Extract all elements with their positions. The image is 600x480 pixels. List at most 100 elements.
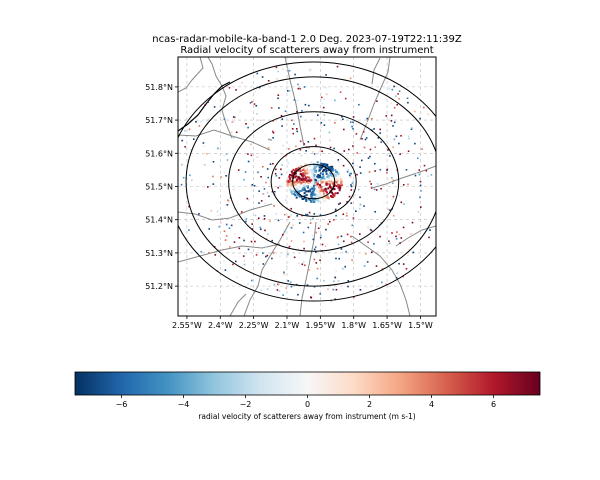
velocity-point (288, 185, 291, 187)
velocity-point (319, 214, 322, 216)
velocity-point (367, 157, 370, 159)
velocity-point (312, 217, 314, 220)
velocity-point (330, 299, 333, 302)
velocity-point (313, 181, 316, 184)
velocity-point (395, 277, 398, 279)
velocity-point (308, 198, 311, 201)
velocity-point (200, 120, 202, 123)
chart-title-line-2: Radial velocity of scatterers away from … (180, 45, 433, 56)
velocity-point (299, 140, 302, 143)
velocity-point (388, 242, 391, 245)
velocity-point (320, 234, 322, 236)
velocity-point (373, 188, 376, 191)
velocity-point (308, 182, 311, 184)
velocity-point (288, 148, 290, 150)
velocity-point (261, 76, 264, 78)
velocity-point (366, 261, 369, 263)
velocity-point (363, 172, 365, 175)
velocity-point (264, 134, 266, 136)
velocity-point (284, 213, 286, 216)
velocity-point (311, 197, 314, 200)
velocity-point (305, 150, 307, 152)
velocity-point (289, 188, 291, 191)
velocity-point (223, 230, 226, 233)
velocity-point (198, 213, 200, 215)
velocity-point (307, 179, 310, 182)
velocity-point (294, 182, 297, 185)
velocity-point (412, 251, 415, 254)
velocity-point (287, 162, 289, 165)
velocity-point (375, 265, 378, 267)
velocity-point (356, 173, 358, 176)
velocity-point (319, 162, 322, 165)
velocity-point (348, 148, 350, 151)
velocity-point (309, 218, 312, 221)
velocity-point (359, 172, 362, 174)
velocity-point (386, 168, 389, 171)
velocity-point (348, 195, 351, 198)
velocity-point (278, 290, 281, 292)
velocity-point (230, 224, 233, 227)
velocity-point (225, 235, 228, 237)
velocity-point (324, 166, 327, 169)
velocity-point (402, 275, 404, 278)
velocity-point (404, 266, 406, 269)
velocity-point (310, 195, 313, 198)
x-tick-label: 1.5°W (408, 321, 433, 330)
velocity-point (388, 88, 391, 90)
velocity-point (247, 283, 249, 285)
velocity-point (291, 193, 294, 195)
velocity-point (414, 142, 416, 145)
velocity-point (364, 138, 367, 141)
velocity-point (182, 176, 185, 179)
velocity-point (331, 181, 334, 184)
velocity-point (320, 189, 323, 192)
velocity-point (326, 180, 328, 183)
velocity-point (318, 186, 320, 189)
velocity-point (380, 141, 382, 143)
velocity-point (274, 81, 276, 84)
colorbar-tick-label: 4 (429, 400, 434, 409)
velocity-point (282, 68, 284, 71)
velocity-point (317, 164, 320, 167)
velocity-point (315, 190, 318, 193)
velocity-point (408, 135, 410, 138)
velocity-point (269, 163, 272, 165)
radar-map-panel: 2.55°W 2.4°W 2.25°W 2.1°W 1.95°W 1.8°W 1.65°W 1… (145, 56, 437, 330)
velocity-point (419, 184, 422, 187)
velocity-point (311, 187, 314, 190)
velocity-point (308, 104, 310, 107)
velocity-point (320, 186, 323, 189)
velocity-point (272, 130, 274, 133)
velocity-point (298, 195, 301, 198)
velocity-point (290, 180, 293, 182)
velocity-point (308, 146, 310, 149)
velocity-point (343, 240, 345, 243)
velocity-point (303, 192, 306, 195)
velocity-point (283, 148, 285, 150)
velocity-point (315, 231, 317, 234)
velocity-point (347, 285, 349, 288)
velocity-point (293, 170, 296, 173)
velocity-point (263, 215, 266, 217)
velocity-point (339, 175, 342, 178)
velocity-point (323, 124, 326, 126)
velocity-point (312, 172, 315, 175)
velocity-point (361, 159, 363, 162)
velocity-point (283, 230, 286, 233)
velocity-point (293, 99, 296, 101)
velocity-point (319, 193, 321, 196)
velocity-point (198, 125, 201, 127)
velocity-point (267, 80, 270, 82)
velocity-point (313, 258, 316, 261)
velocity-point (410, 128, 413, 130)
velocity-point (333, 219, 335, 221)
velocity-point (301, 263, 304, 266)
velocity-point (245, 220, 247, 223)
velocity-point (331, 169, 334, 172)
velocity-point (362, 131, 365, 133)
range-ring-1 (292, 163, 336, 200)
velocity-point (408, 137, 410, 140)
velocity-point (241, 81, 243, 84)
velocity-point (301, 188, 304, 191)
